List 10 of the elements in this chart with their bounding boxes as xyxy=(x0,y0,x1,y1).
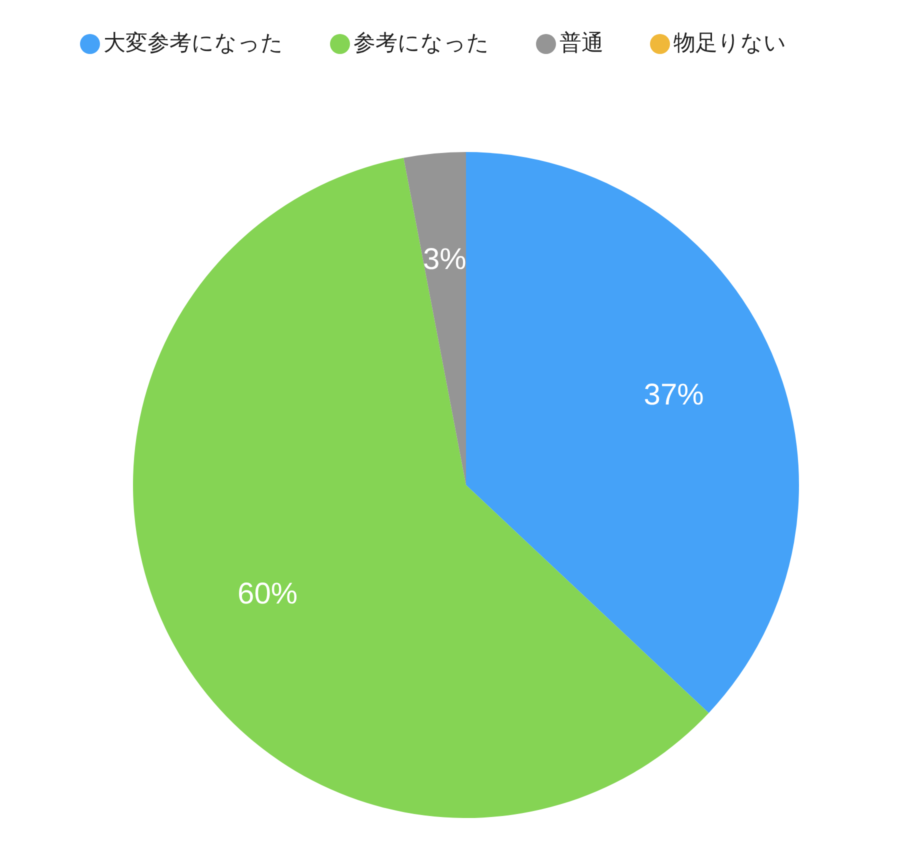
legend-label: 物足りない xyxy=(674,31,786,56)
legend-label: 大変参考になった xyxy=(104,31,284,56)
pie-slice xyxy=(404,152,466,485)
data-label: 3% xyxy=(423,243,466,276)
pie-slice xyxy=(133,158,709,818)
data-label: 37% xyxy=(644,378,704,412)
data-label: 60% xyxy=(238,578,298,611)
legend-label: 普通 xyxy=(560,31,604,56)
pie-slice xyxy=(466,152,799,713)
legend-label: 参考になった xyxy=(354,31,490,56)
